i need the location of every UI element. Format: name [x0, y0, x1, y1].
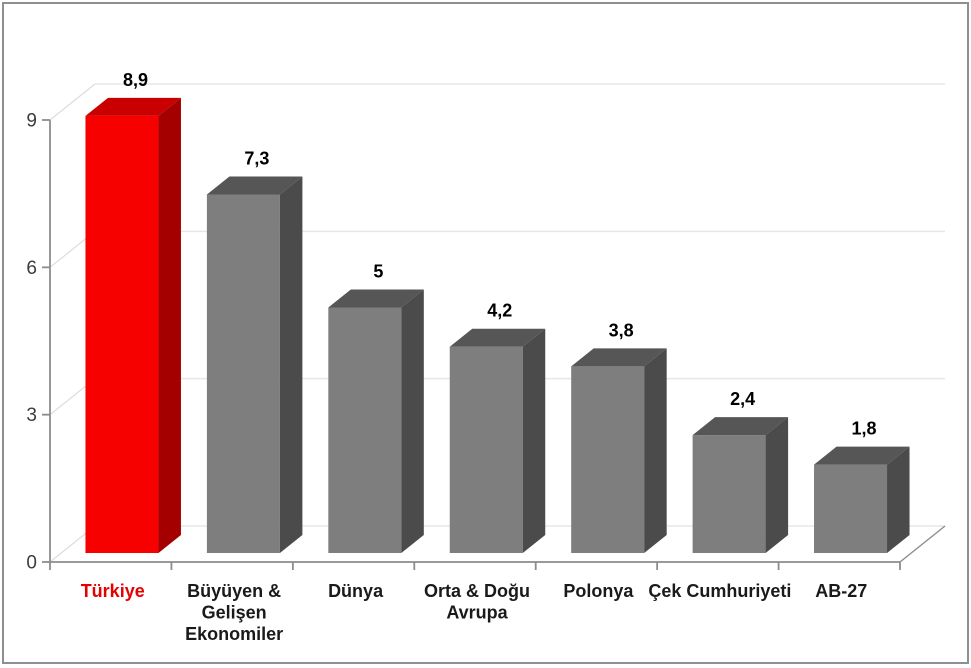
y-tick-label: 6 — [26, 258, 37, 279]
y-tick-label: 3 — [26, 405, 37, 426]
bar-ab-27 — [814, 446, 910, 553]
bar-face-top — [85, 97, 181, 116]
bar-face-top — [571, 348, 667, 367]
category-label: Orta & Doğu — [424, 581, 530, 601]
category-label: Polonya — [563, 581, 634, 601]
value-label: 1,8 — [852, 419, 877, 439]
bar-orta-and-dogu-avrupa — [449, 328, 546, 553]
category-label: Avrupa — [446, 603, 508, 623]
value-label: 3,8 — [609, 320, 634, 340]
floor-right-edge — [899, 525, 946, 563]
bar-face-top — [206, 176, 303, 195]
bar-cek-cumhuriyeti — [692, 417, 789, 553]
bar-face-side — [279, 176, 303, 553]
category-label: Ekonomiler — [185, 624, 283, 644]
bar-polonya — [571, 348, 667, 553]
bar-face-top — [449, 328, 546, 347]
category-label: AB-27 — [815, 581, 867, 601]
bar-face-side — [522, 328, 546, 553]
bar-face-side — [158, 97, 181, 554]
bar-face-top — [814, 446, 910, 465]
bar-face-front — [814, 464, 888, 553]
value-label: 4,2 — [487, 301, 512, 321]
bar-face-front — [571, 366, 645, 553]
bar-buyuyen-and-gelisen-ekonomiler — [206, 176, 303, 553]
y-tick-label: 9 — [26, 111, 37, 132]
bar-face-front — [692, 435, 766, 553]
bar-face-side — [644, 348, 667, 553]
bar-face-side — [765, 417, 789, 553]
category-label: Türkiye — [81, 581, 145, 601]
value-label: 2,4 — [730, 389, 755, 409]
category-label: Gelişen — [202, 603, 267, 623]
bar-face-side — [887, 446, 910, 553]
gridline-side-wall — [49, 83, 96, 121]
category-label: Büyüyen & — [187, 581, 281, 601]
bar-face-front — [449, 346, 523, 553]
category-label: Çek Cumhuriyeti — [648, 581, 791, 601]
y-tick-label: 0 — [26, 553, 37, 574]
bar-face-front — [328, 307, 402, 553]
category-label: Dünya — [328, 581, 384, 601]
bar-dunya — [328, 289, 424, 553]
bar-face-top — [328, 289, 424, 308]
value-label: 7,3 — [244, 148, 269, 168]
bar-face-side — [401, 289, 424, 553]
bar-face-front — [85, 115, 159, 554]
value-label: 8,9 — [123, 70, 148, 90]
bar-face-top — [692, 417, 789, 436]
bar-turkiye — [85, 97, 181, 554]
bar-face-front — [206, 194, 280, 553]
value-label: 5 — [373, 261, 383, 281]
